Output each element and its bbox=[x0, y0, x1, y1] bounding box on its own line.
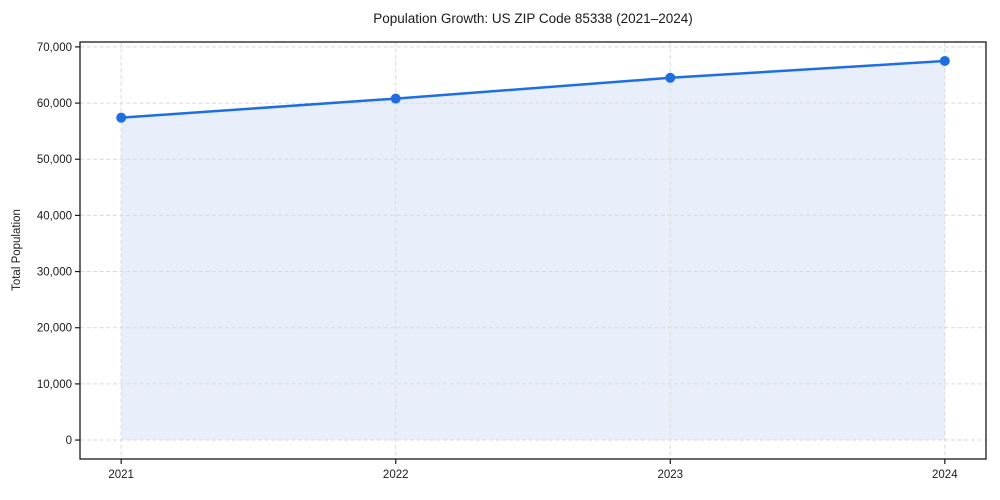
x-tick-label: 2021 bbox=[108, 469, 134, 481]
data-point-marker bbox=[390, 93, 401, 104]
y-tick-label: 70,000 bbox=[37, 42, 72, 54]
y-tick-label: 0 bbox=[66, 435, 72, 447]
y-tick-label: 10,000 bbox=[37, 379, 72, 391]
y-tick-label: 40,000 bbox=[37, 210, 72, 222]
y-tick-label: 30,000 bbox=[37, 266, 72, 278]
y-tick-label: 50,000 bbox=[37, 154, 72, 166]
x-tick-label: 2023 bbox=[657, 469, 683, 481]
population-line bbox=[119, 59, 947, 119]
plot-border bbox=[79, 41, 987, 460]
data-point-marker bbox=[665, 72, 676, 83]
y-tick-label: 60,000 bbox=[37, 98, 72, 110]
data-point-marker bbox=[939, 55, 950, 66]
x-tick-label: 2022 bbox=[383, 469, 409, 481]
data-point-marker bbox=[116, 112, 127, 123]
x-tick-label: 2024 bbox=[932, 469, 958, 481]
chart-title: Population Growth: US ZIP Code 85338 (20… bbox=[373, 11, 693, 26]
area-fill bbox=[121, 60, 945, 441]
y-tick-label: 20,000 bbox=[37, 323, 72, 335]
